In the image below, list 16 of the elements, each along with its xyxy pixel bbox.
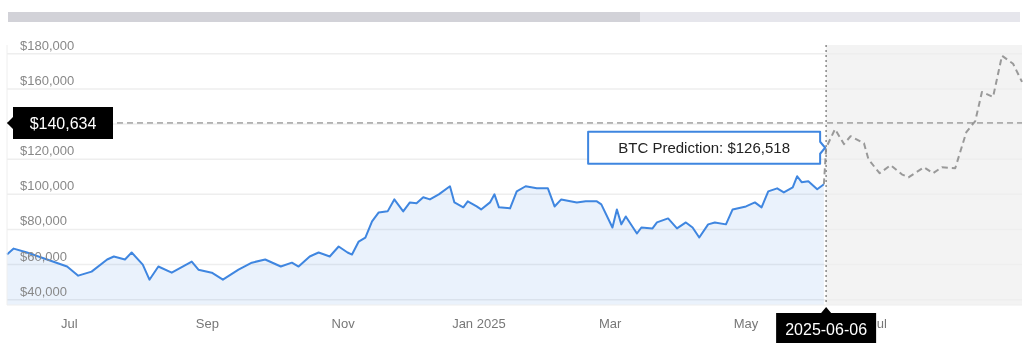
y-tick-label: $180,000 bbox=[20, 37, 75, 53]
x-tick-label: Sep bbox=[195, 316, 219, 331]
x-tick-label: ul bbox=[876, 316, 887, 331]
x-tick-label: Jan 2025 bbox=[452, 316, 506, 331]
y-tick-label: $80,000 bbox=[20, 213, 67, 229]
y-tick-label: $160,000 bbox=[20, 72, 75, 88]
annotation: BTC Prediction: $126,518 bbox=[618, 138, 791, 156]
ref-line-label: $140,634 bbox=[29, 114, 97, 132]
y-tick-label: $40,000 bbox=[20, 283, 67, 299]
ref-line-label: 2025-06-06 bbox=[785, 321, 868, 338]
x-tick-label: Nov bbox=[331, 316, 356, 331]
x-tick-label: Jul bbox=[61, 316, 78, 331]
y-tick-label: $100,000 bbox=[20, 178, 75, 194]
x-tick-label: Mar bbox=[599, 316, 623, 331]
x-tick-label: May bbox=[733, 316, 759, 331]
y-tick-label: $120,000 bbox=[20, 143, 75, 159]
